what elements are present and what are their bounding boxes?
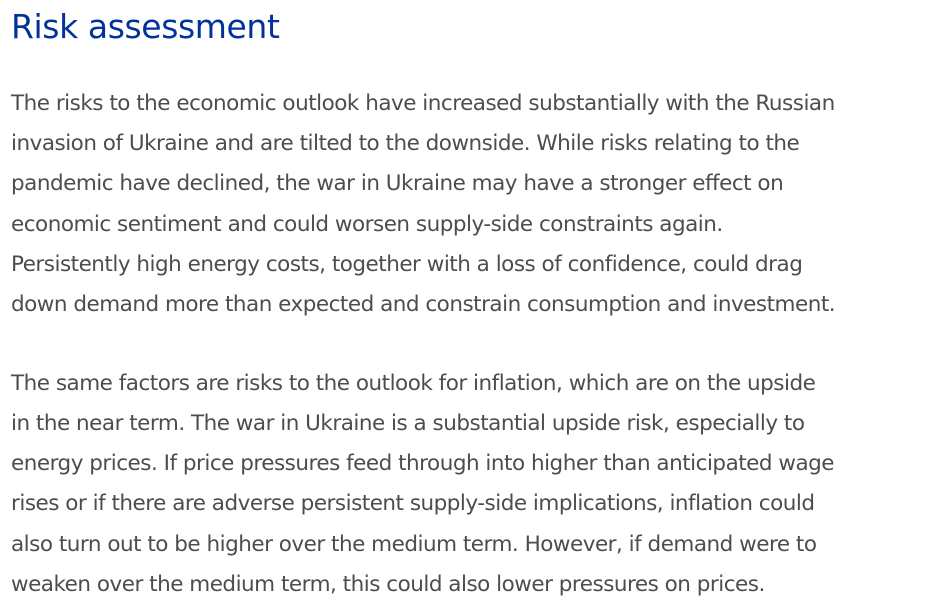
text-line: energy prices. If price pressures feed t… [11, 451, 835, 477]
text-line: down demand more than expected and const… [11, 292, 836, 318]
text-line: pandemic have declined, the war in Ukrai… [11, 171, 784, 197]
text-line: The risks to the economic outlook have i… [11, 91, 835, 116]
article-section: Risk assessment The risks to the economi… [11, 0, 947, 605]
text-line: in the near term. The war in Ukraine is … [11, 410, 805, 436]
text-line: also turn out to be higher over the medi… [11, 531, 817, 557]
text-line: Persistently high energy costs, together… [11, 251, 803, 277]
paragraph-economic-outlook-risks: The risks to the economic outlook have i… [11, 84, 947, 325]
text-line: The same factors are risks to the outloo… [11, 370, 816, 396]
paragraph-inflation-outlook-risks: The same factors are risks to the outloo… [11, 364, 947, 605]
text-line: economic sentiment and could worsen supp… [11, 211, 723, 237]
text-line: weaken over the medium term, this could … [11, 571, 765, 597]
text-line: invasion of Ukraine and are tilted to th… [11, 131, 800, 157]
section-title: Risk assessment [11, 7, 280, 46]
text-line: rises or if there are adverse persistent… [11, 491, 815, 517]
